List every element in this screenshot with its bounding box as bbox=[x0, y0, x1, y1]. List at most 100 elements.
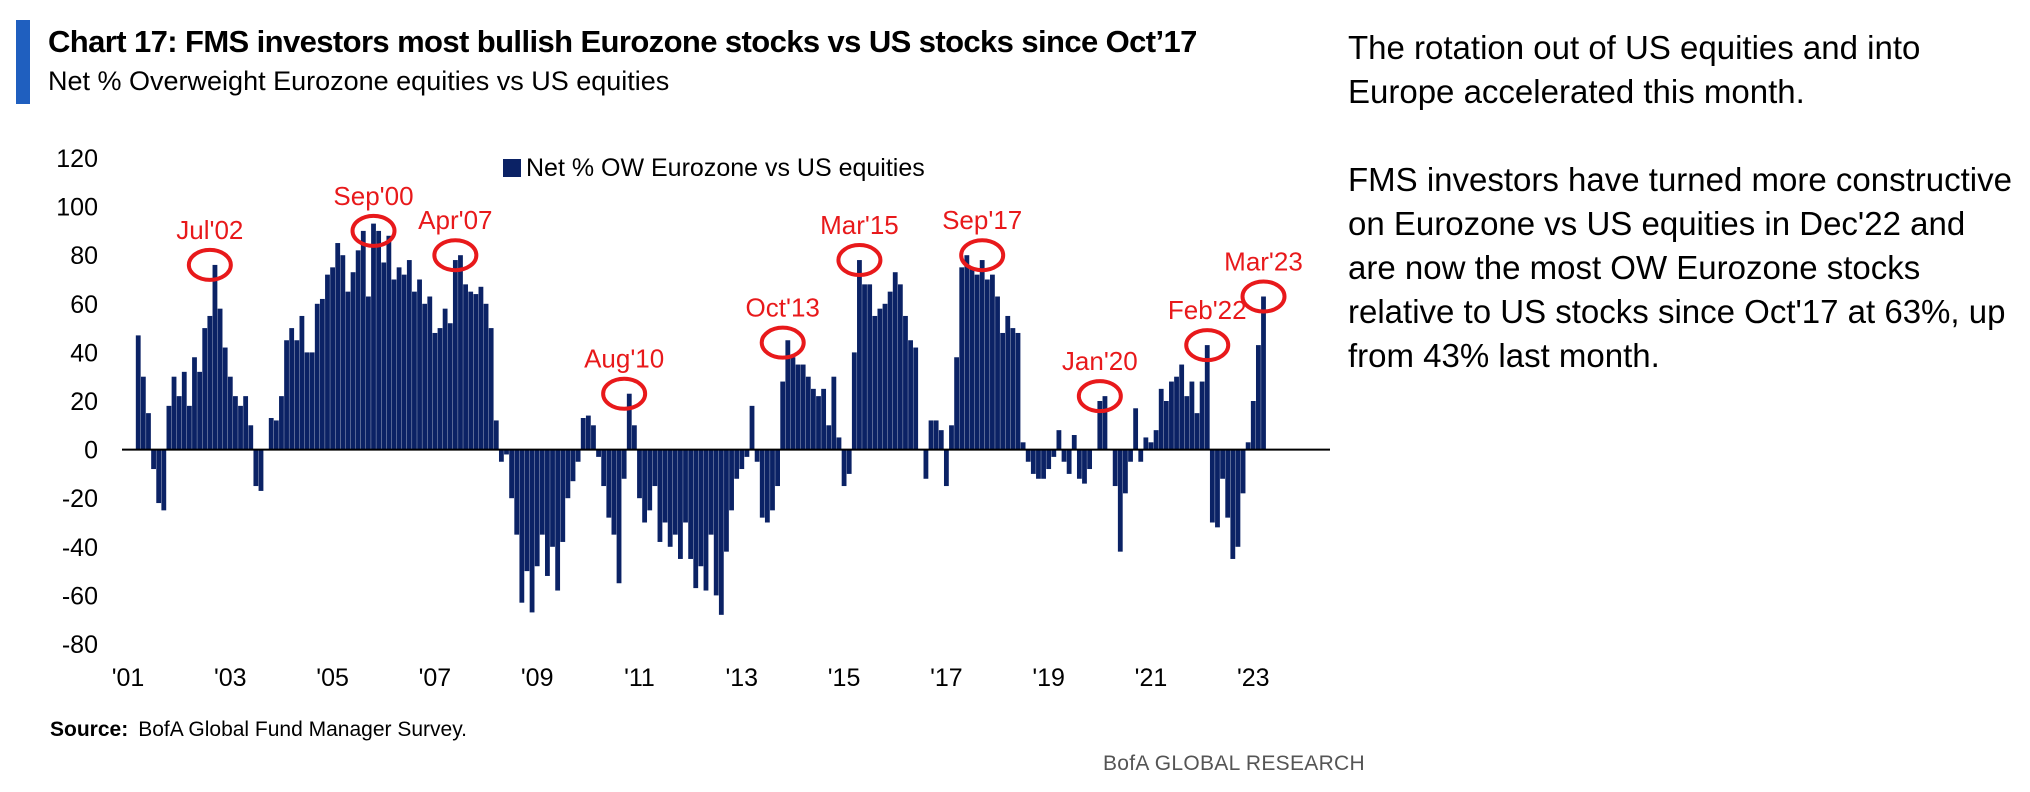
bar bbox=[872, 315, 878, 450]
x-tick-label: '19 bbox=[1032, 664, 1065, 692]
bar bbox=[432, 332, 438, 450]
bar bbox=[596, 449, 601, 457]
bar bbox=[897, 284, 903, 450]
bar bbox=[1030, 449, 1036, 474]
bar bbox=[964, 255, 970, 450]
bar bbox=[744, 449, 750, 457]
bar bbox=[826, 425, 832, 450]
annotation-circle bbox=[186, 247, 233, 282]
bar bbox=[340, 255, 346, 450]
y-tick-label: 0 bbox=[84, 437, 98, 465]
bar bbox=[688, 449, 694, 559]
bar bbox=[238, 405, 243, 450]
bar-chart: 120 100 80 60 40 20 0 -20 -40 -60 -80 '01 '03 '05 '07 '… bbox=[56, 145, 1330, 692]
bar bbox=[585, 415, 591, 450]
annotation-label: Mar'23 bbox=[1224, 247, 1303, 277]
bar bbox=[626, 393, 632, 450]
annotation-circle bbox=[1184, 328, 1231, 363]
bar bbox=[1220, 449, 1225, 479]
bar bbox=[1199, 381, 1205, 450]
bar bbox=[401, 274, 407, 450]
bar bbox=[974, 274, 980, 450]
bar bbox=[708, 449, 714, 535]
x-tick-label: '15 bbox=[828, 664, 861, 692]
bar bbox=[309, 352, 315, 450]
bar bbox=[606, 449, 612, 518]
legend-label: Net % OW Eurozone vs US equities bbox=[526, 154, 925, 182]
bar bbox=[1189, 381, 1195, 450]
bar bbox=[954, 357, 960, 450]
bar bbox=[151, 449, 156, 470]
bar bbox=[1148, 442, 1154, 450]
bar bbox=[181, 371, 187, 450]
y-tick-label: -80 bbox=[62, 631, 98, 659]
bar bbox=[749, 405, 755, 450]
bar bbox=[908, 340, 913, 450]
bar bbox=[498, 449, 504, 462]
bar bbox=[734, 449, 740, 479]
bar bbox=[350, 272, 356, 450]
bar bbox=[135, 335, 141, 450]
bar bbox=[631, 425, 637, 450]
bar bbox=[202, 328, 208, 450]
annotation-label: Mar'15 bbox=[820, 210, 899, 240]
source-label: Source: bbox=[50, 718, 129, 741]
bar bbox=[882, 303, 888, 450]
bar bbox=[1056, 430, 1062, 450]
bar bbox=[391, 279, 397, 450]
bar bbox=[1010, 328, 1016, 450]
source-text: BofA Global Fund Manager Survey. bbox=[138, 718, 467, 741]
bar bbox=[754, 449, 760, 462]
annotation-circle bbox=[432, 238, 479, 273]
bar bbox=[227, 376, 233, 450]
bar bbox=[1215, 449, 1220, 528]
brand-label: BofA GLOBAL RESEARCH bbox=[1103, 752, 1365, 775]
bar bbox=[243, 396, 249, 450]
bar bbox=[1123, 449, 1128, 494]
bar bbox=[376, 230, 382, 450]
annotation-circle bbox=[1240, 279, 1287, 314]
bar bbox=[176, 396, 182, 450]
bar bbox=[770, 449, 775, 511]
annotation-label: Feb'22 bbox=[1168, 295, 1247, 325]
bar bbox=[759, 449, 765, 518]
bar bbox=[657, 449, 663, 542]
bar bbox=[371, 223, 376, 450]
bar bbox=[1204, 345, 1210, 450]
bar bbox=[652, 449, 658, 487]
bar bbox=[550, 449, 555, 547]
bar bbox=[857, 260, 862, 450]
bar bbox=[468, 291, 474, 450]
bar bbox=[662, 449, 668, 523]
bar bbox=[1225, 449, 1231, 518]
bar bbox=[483, 303, 489, 450]
bar bbox=[355, 250, 361, 450]
bar bbox=[1158, 388, 1164, 450]
bar bbox=[345, 291, 351, 450]
annotation-label: Sep'17 bbox=[942, 205, 1022, 235]
bar bbox=[764, 449, 770, 523]
bar bbox=[1133, 408, 1139, 450]
bar bbox=[846, 449, 852, 474]
bar bbox=[729, 449, 734, 511]
y-tick-label: 100 bbox=[56, 194, 98, 222]
bar bbox=[1138, 449, 1144, 462]
bar bbox=[683, 449, 688, 523]
bar bbox=[928, 420, 934, 450]
bar bbox=[1112, 449, 1118, 487]
bar bbox=[575, 449, 581, 462]
bar bbox=[166, 405, 172, 450]
bar bbox=[990, 274, 995, 450]
bar bbox=[667, 449, 673, 547]
bar bbox=[1020, 442, 1026, 450]
bar bbox=[1163, 401, 1169, 450]
bar bbox=[294, 340, 300, 450]
bar bbox=[867, 284, 873, 450]
bar bbox=[672, 449, 678, 535]
bar bbox=[258, 449, 264, 491]
source-note: Source: BofA Global Fund Manager Survey. bbox=[50, 718, 467, 742]
x-tick-label: '13 bbox=[725, 664, 758, 692]
bar bbox=[1174, 376, 1179, 450]
bar bbox=[959, 267, 965, 450]
y-tick-label: 80 bbox=[70, 242, 98, 270]
